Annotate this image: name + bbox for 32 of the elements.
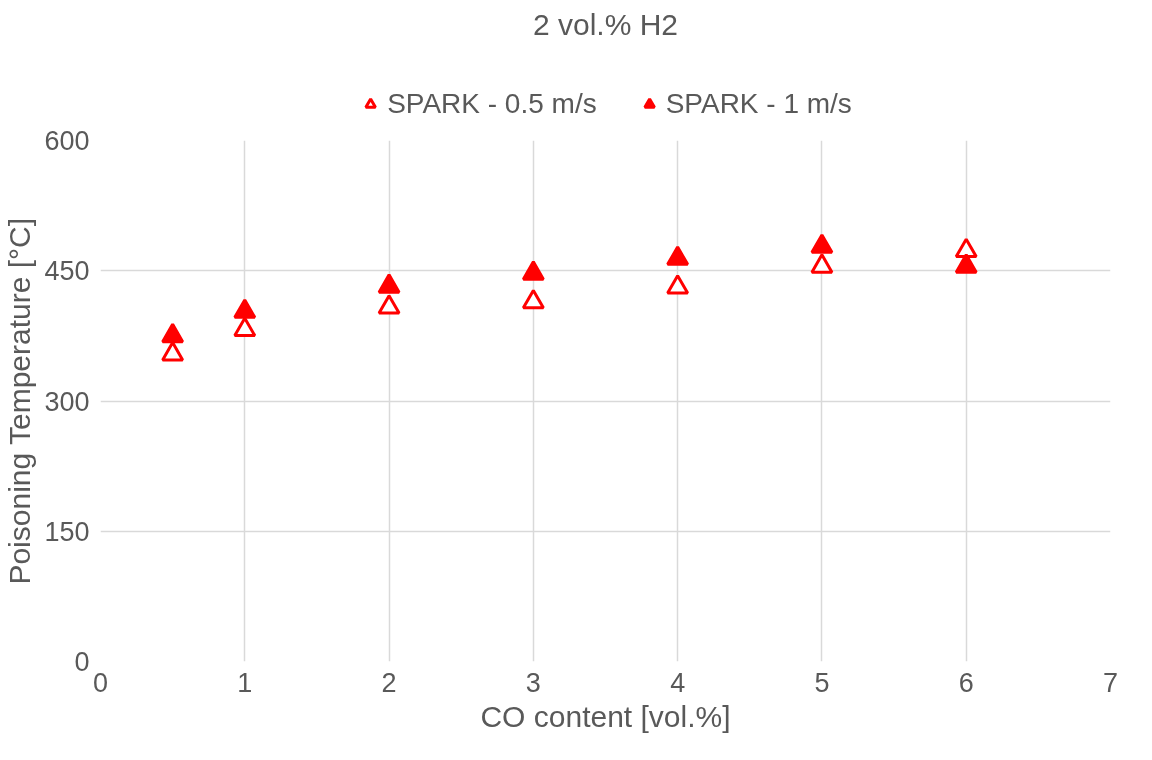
y-tick-label: 0	[74, 647, 90, 677]
x-tick-label: 6	[958, 667, 974, 698]
point	[233, 298, 257, 319]
x-tick-label: 0	[92, 667, 109, 698]
point	[377, 273, 401, 294]
point	[954, 253, 978, 274]
chart-title: 2 vol.% H2	[532, 7, 679, 41]
y-tick-label: 150	[44, 516, 90, 547]
x-tick-label: 5	[814, 667, 830, 698]
legend-label: SPARK - 1 m/s	[665, 88, 852, 120]
y-axis-title: Poisoning Temperature [°C]	[3, 217, 37, 585]
point	[810, 253, 834, 274]
point	[233, 316, 257, 338]
y-tick-label: 600	[44, 126, 90, 156]
x-tick-label: 4	[670, 667, 686, 698]
point	[810, 233, 834, 254]
y-tick-label: 300	[44, 386, 90, 417]
point	[377, 294, 401, 315]
point	[161, 341, 185, 362]
x-tick-label: 3	[525, 667, 541, 698]
x-tick-label: 1	[237, 667, 253, 698]
point	[666, 274, 690, 295]
x-tick-label: 2	[381, 667, 397, 698]
legend-label: SPARK - 0.5 m/s	[387, 88, 597, 120]
point	[954, 237, 978, 259]
point	[521, 288, 545, 310]
y-tick-label: 450	[44, 256, 90, 287]
point	[161, 322, 185, 344]
x-axis-title: CO content [vol.%]	[480, 699, 731, 733]
point	[666, 245, 690, 266]
point	[521, 260, 545, 281]
x-tick-label: 7	[1102, 667, 1119, 698]
